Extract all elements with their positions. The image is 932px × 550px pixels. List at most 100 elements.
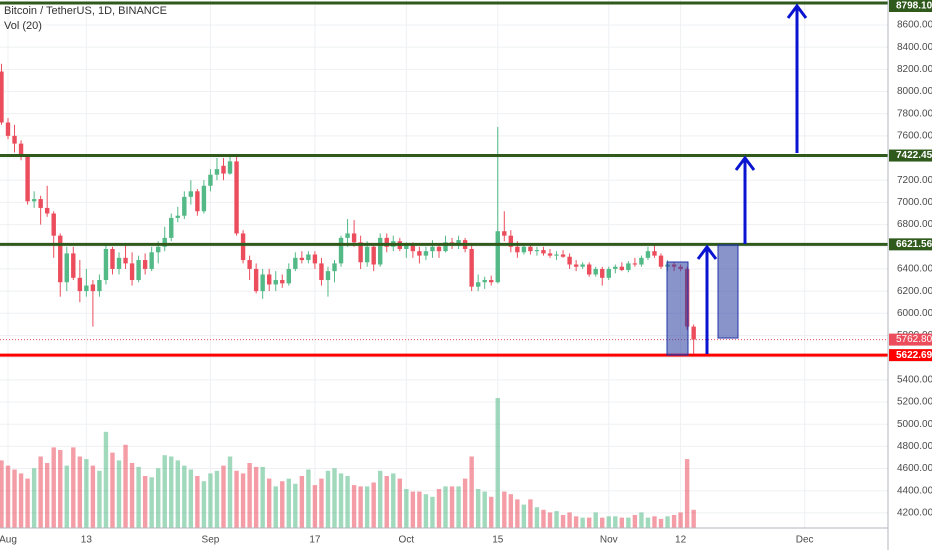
volume-bar xyxy=(214,470,220,528)
y-tick-label: 5000.00 xyxy=(897,419,932,430)
candle-body xyxy=(345,233,350,238)
candle-body xyxy=(443,242,448,252)
candle-body xyxy=(208,174,213,186)
volume-bar xyxy=(293,483,298,528)
candle-body xyxy=(286,268,291,284)
arrow xyxy=(696,244,718,354)
y-tick-label: 8600.00 xyxy=(897,20,932,31)
volume-bar xyxy=(593,512,598,528)
volume-bar xyxy=(240,473,246,528)
volume-bar xyxy=(404,489,409,528)
volume-bar xyxy=(0,460,4,528)
candle-body xyxy=(645,251,651,258)
volume-bar xyxy=(77,456,83,528)
volume-bar xyxy=(456,486,461,528)
volume-bar xyxy=(469,456,474,528)
volume-bar xyxy=(129,463,135,528)
candle-body xyxy=(580,264,585,267)
volume-bar xyxy=(312,485,318,528)
candle-body xyxy=(417,251,422,256)
candle-body xyxy=(273,280,278,285)
volume-bar xyxy=(5,465,11,528)
volume-bar xyxy=(195,476,200,528)
candle-body xyxy=(162,237,167,247)
price-label-box xyxy=(889,238,932,251)
chart-title: Bitcoin / TetherUS, 1D, BINANCE xyxy=(4,5,167,17)
y-tick-label: 7200.00 xyxy=(897,175,932,186)
volume-bar xyxy=(619,517,625,528)
volume-bar xyxy=(175,460,180,528)
volume-bar xyxy=(267,478,272,528)
volume-bar xyxy=(188,469,194,528)
volume-bar xyxy=(44,463,50,528)
x-tick-label: Oct xyxy=(399,535,415,546)
candle-body xyxy=(469,248,474,287)
y-tick-label: 6400.00 xyxy=(897,264,932,275)
volume-bar xyxy=(528,499,533,528)
candle-body xyxy=(586,264,592,275)
candle-body xyxy=(489,280,494,283)
candle-body xyxy=(77,277,83,292)
volume-bar xyxy=(495,398,500,528)
candle-body xyxy=(652,251,657,256)
candle-body xyxy=(293,257,298,269)
volume-bar xyxy=(632,515,638,528)
x-tick-label: Aug xyxy=(0,535,17,546)
candle-body xyxy=(534,250,540,252)
candle-body xyxy=(378,237,383,265)
x-tick-label: Nov xyxy=(600,535,618,546)
candle-body xyxy=(260,274,265,292)
volume-bar xyxy=(116,460,122,528)
candle-body xyxy=(280,280,285,284)
candle-body xyxy=(31,199,37,202)
candle-body xyxy=(136,260,141,281)
volume-bar xyxy=(652,516,657,528)
volume-bar xyxy=(182,465,187,528)
candle-body xyxy=(51,213,56,236)
candle-body xyxy=(110,248,115,269)
volume-bar xyxy=(51,447,56,528)
candle-body xyxy=(593,268,598,275)
candle-body xyxy=(338,237,344,264)
candle-body xyxy=(71,253,76,278)
volume-bar xyxy=(560,515,566,528)
level-layer xyxy=(0,1,888,357)
y-tick-label: 7000.00 xyxy=(897,197,932,208)
volume-bar xyxy=(436,489,442,528)
volume-label: Vol (20) xyxy=(4,20,42,32)
box-annotation xyxy=(717,244,739,339)
candle-body xyxy=(482,280,487,283)
candle-body xyxy=(142,260,148,269)
candle-body xyxy=(404,244,409,249)
volume-bar xyxy=(345,476,350,528)
candle-body xyxy=(0,71,4,123)
grid xyxy=(0,0,888,528)
candle-body xyxy=(116,257,122,269)
candle-body xyxy=(247,260,252,269)
candle-body xyxy=(502,231,507,236)
candle-body xyxy=(325,271,331,281)
candle-body xyxy=(58,235,63,283)
volume-bar xyxy=(234,470,239,528)
volume-bar xyxy=(142,476,148,528)
box-annotation xyxy=(666,261,689,356)
candle-body xyxy=(312,254,318,264)
y-tick-label: 6800.00 xyxy=(897,219,932,230)
volume-bar xyxy=(430,496,435,528)
x-tick-label: Dec xyxy=(796,535,814,546)
volume-bar xyxy=(554,511,559,528)
volume-bar xyxy=(31,468,37,528)
volume-bar xyxy=(58,450,63,528)
candle-body xyxy=(97,280,102,292)
y-tick-label: 8200.00 xyxy=(897,64,932,75)
candle-body xyxy=(188,191,194,197)
volume-bar xyxy=(364,486,370,528)
y-tick-label: 4800.00 xyxy=(897,441,932,452)
volume-bar xyxy=(149,477,154,528)
candle-body xyxy=(84,285,89,292)
candle-body xyxy=(38,199,43,208)
level-label: 8798.10 xyxy=(896,1,932,12)
candle-body xyxy=(560,254,566,257)
candle-body xyxy=(600,268,605,278)
candle-body xyxy=(515,246,520,253)
